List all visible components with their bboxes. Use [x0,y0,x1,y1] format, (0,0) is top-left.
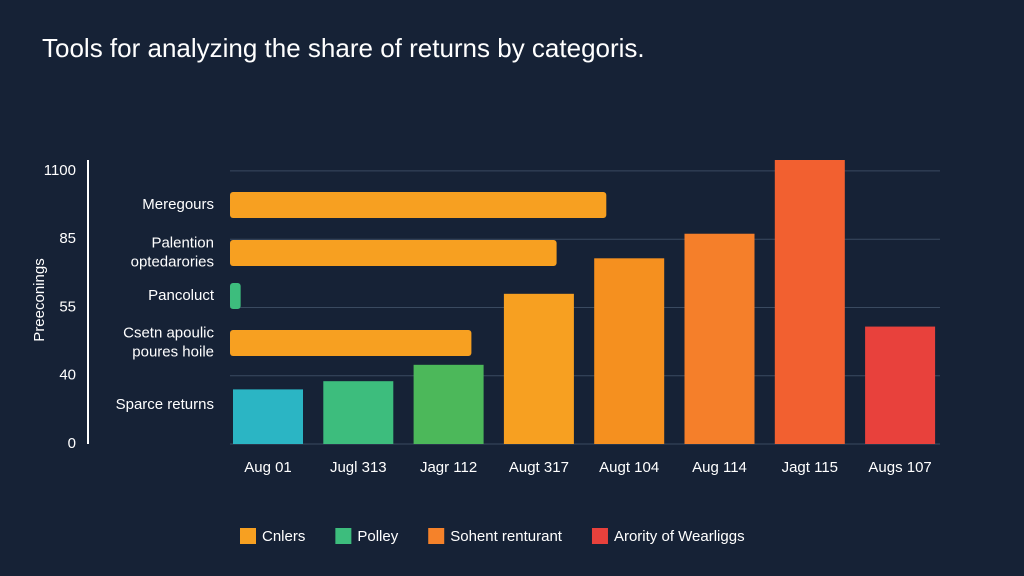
bar [594,258,665,444]
x-tick-label: Aug 01 [244,459,292,476]
x-tick-label: Aug 114 [692,459,747,476]
bar [684,233,755,444]
legend-label: Sohent renturant [450,528,563,545]
y-tick-label: 55 [59,298,76,315]
x-tick-label: Augt 317 [509,459,569,476]
bar [865,326,936,444]
h-bar [230,330,472,356]
h-category-label: Sparce returns [116,396,214,413]
legend-swatch [335,528,352,544]
x-tick-label: Jagr 112 [420,459,477,476]
h-bar [230,240,557,266]
y-tick-label: 40 [59,367,76,384]
y-tick-label: 0 [68,435,76,452]
chart-title: Tools for analyzing the share of returns… [42,33,645,63]
legend-label: Polley [357,528,398,545]
y-tick-label: 1100 [44,162,76,179]
bar [233,389,303,444]
h-category-label: Meregours [142,196,214,213]
legend-swatch [240,528,256,544]
bar [413,364,484,444]
y-axis-label: Preeconings [31,258,48,341]
h-bar [230,192,607,218]
h-category-label: Pancoluct [148,287,215,304]
bar [323,381,394,444]
y-tick-label: 85 [59,230,76,247]
x-tick-label: Augs 107 [868,459,931,476]
bar [503,293,574,444]
legend-label: Arority of Wearliggs [614,528,745,545]
h-category-label: optedarories [131,253,214,270]
h-category-label: poures hoile [132,343,214,360]
legend-label: Cnlers [262,528,305,545]
x-tick-label: Jagt 115 [782,459,838,476]
x-tick-label: Augt 104 [599,459,659,476]
h-category-label: Palention [151,234,214,251]
legend-swatch [428,528,445,544]
x-tick-label: Jugl 313 [330,459,387,476]
legend-swatch [591,528,608,544]
bar [774,160,845,444]
h-bar [230,283,241,309]
h-category-label: Csetn apoulic [123,324,214,341]
